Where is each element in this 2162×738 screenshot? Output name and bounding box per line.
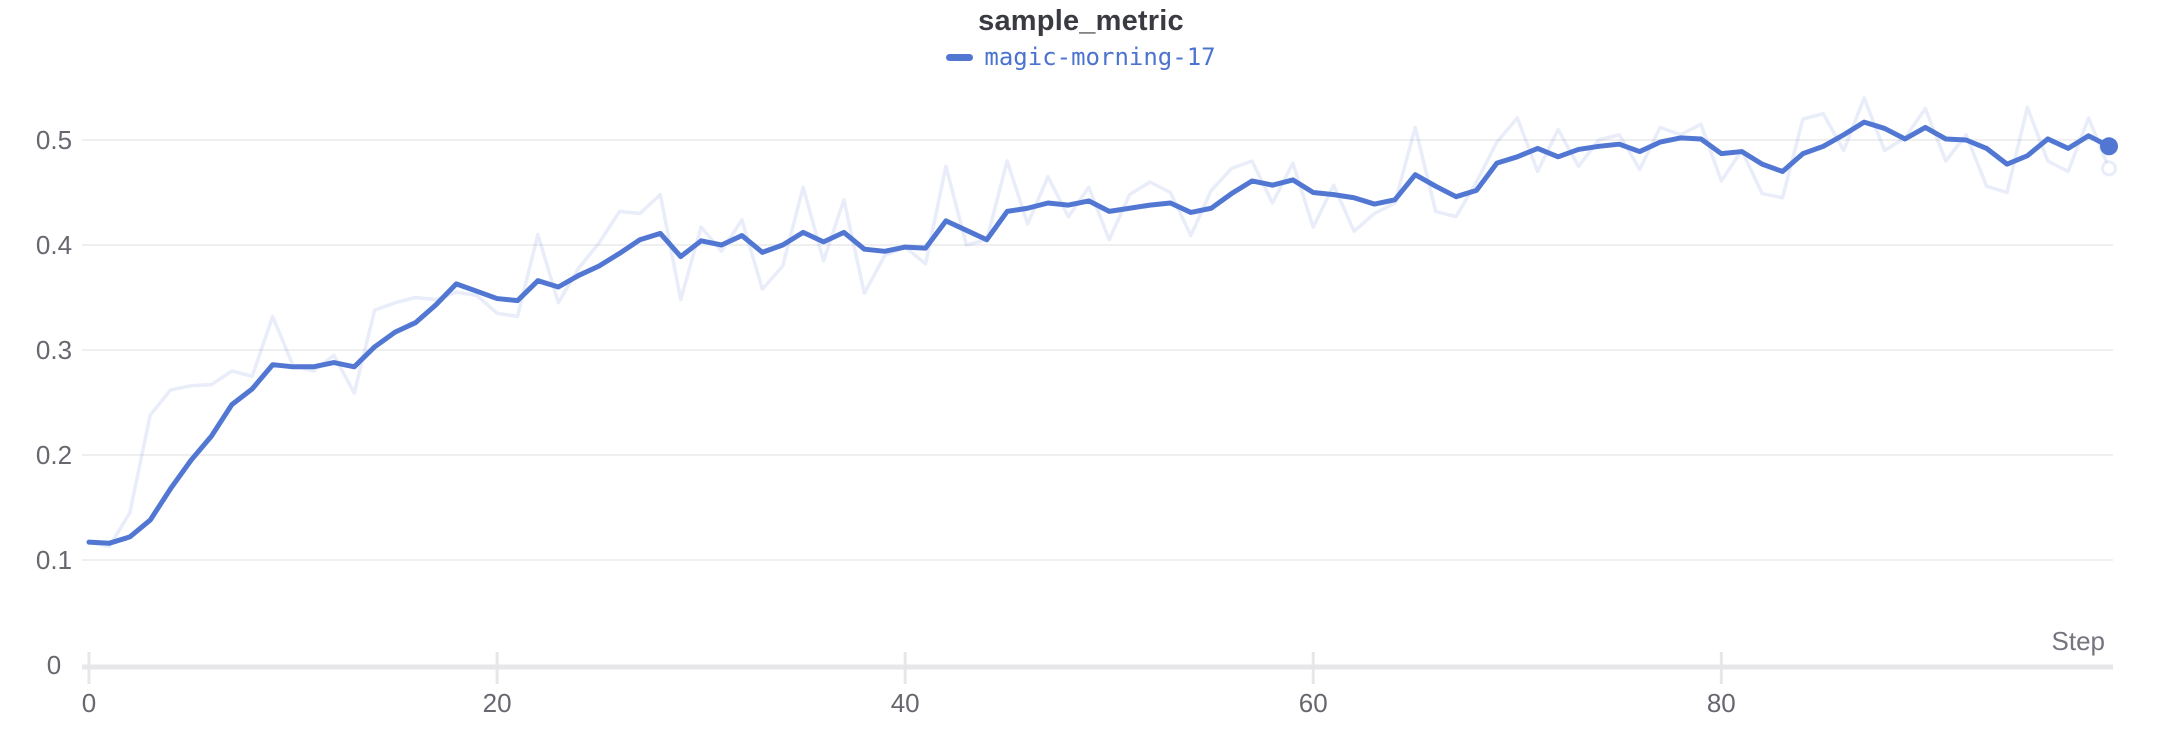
- x-tick-label: 40: [891, 688, 920, 718]
- y-tick-label: 0.1: [36, 545, 72, 575]
- y-tick-label: 0.2: [36, 440, 72, 470]
- y-tick-label: 0: [47, 650, 61, 680]
- series-endpoint-ring-original: [2100, 160, 2117, 177]
- y-tick-label: 0.3: [36, 335, 72, 365]
- x-tick-label: 80: [1707, 688, 1736, 718]
- legend-line-swatch: [946, 53, 974, 61]
- chart-title: sample_metric: [978, 5, 1184, 37]
- legend-item-run[interactable]: magic-morning-17: [946, 43, 1216, 71]
- x-axis-title: Step: [2052, 626, 2106, 656]
- x-tick-label: 60: [1299, 688, 1328, 718]
- x-tick-label: 0: [82, 688, 96, 718]
- x-tick-label: 20: [483, 688, 512, 718]
- y-tick-label: 0.5: [36, 125, 72, 155]
- y-tick-label: 0.4: [36, 230, 72, 260]
- legend-run-label: magic-morning-17: [984, 43, 1216, 71]
- series-line-smoothed: [86, 119, 2112, 546]
- series-line-original: [87, 96, 2111, 549]
- chart-legend: magic-morning-17: [0, 43, 2162, 71]
- series-endpoint-dot: [2099, 137, 2118, 156]
